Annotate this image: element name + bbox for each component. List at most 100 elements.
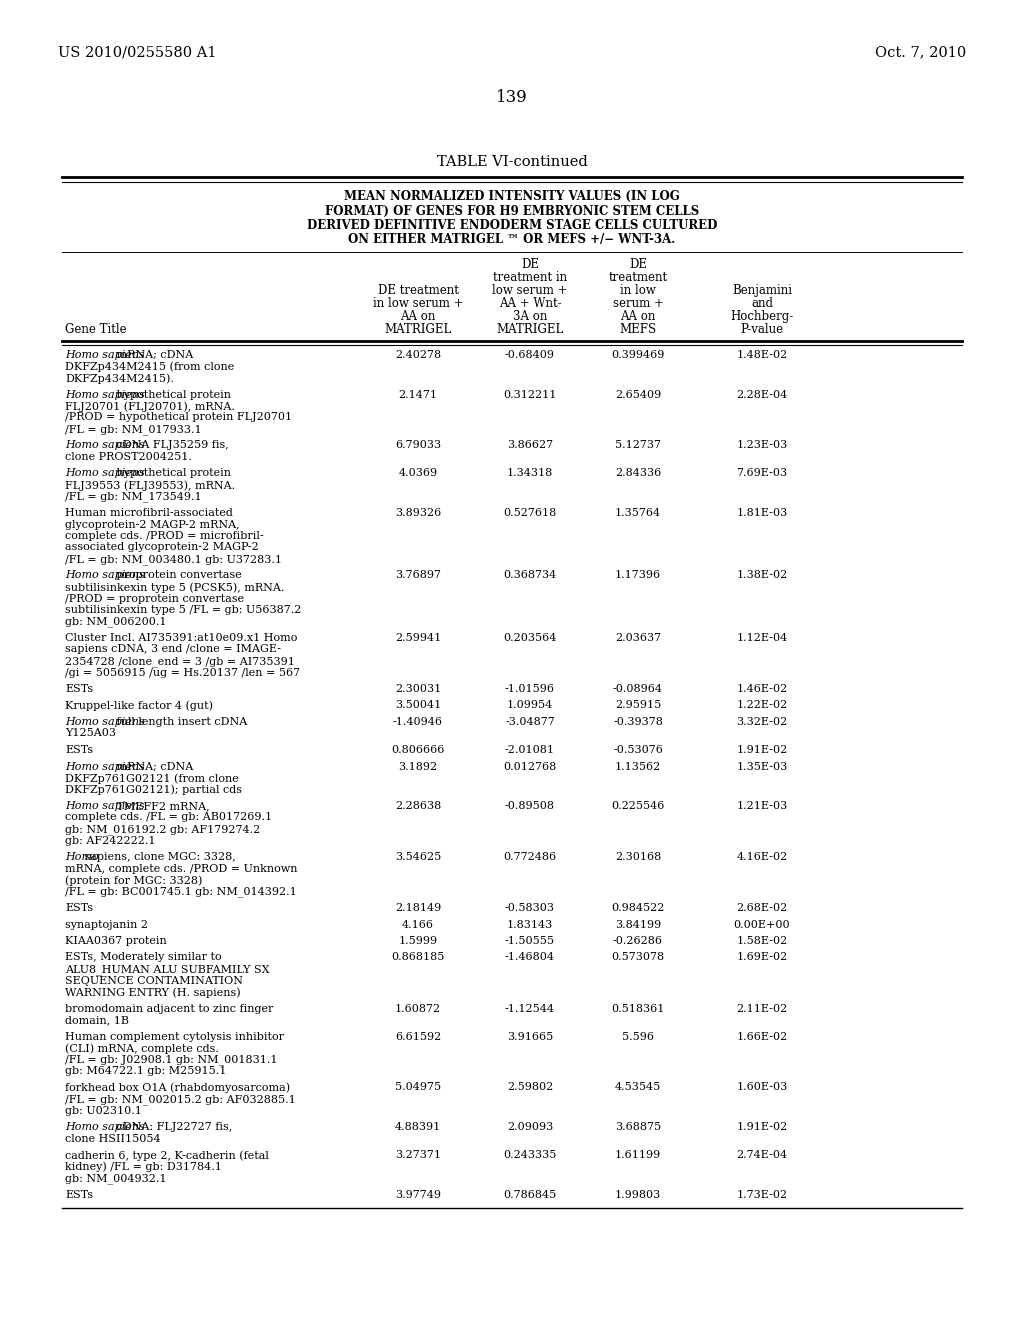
Text: 2.40278: 2.40278 — [395, 350, 441, 360]
Text: DKFZp434M2415 (from clone: DKFZp434M2415 (from clone — [65, 362, 234, 372]
Text: 0.203564: 0.203564 — [504, 634, 557, 643]
Text: 1.38E-02: 1.38E-02 — [736, 570, 787, 581]
Text: 3.76897: 3.76897 — [395, 570, 441, 581]
Text: synaptojanin 2: synaptojanin 2 — [65, 920, 148, 929]
Text: gb: NM_016192.2 gb: AF179274.2: gb: NM_016192.2 gb: AF179274.2 — [65, 824, 260, 834]
Text: 1.34318: 1.34318 — [507, 469, 553, 479]
Text: 2.30168: 2.30168 — [614, 851, 662, 862]
Text: DE: DE — [521, 257, 539, 271]
Text: 139: 139 — [496, 90, 528, 107]
Text: mRNA, complete cds. /PROD = Unknown: mRNA, complete cds. /PROD = Unknown — [65, 863, 298, 874]
Text: treatment: treatment — [608, 271, 668, 284]
Text: 0.012768: 0.012768 — [504, 762, 557, 771]
Text: 1.12E-04: 1.12E-04 — [736, 634, 787, 643]
Text: /PROD = proprotein convertase: /PROD = proprotein convertase — [65, 594, 244, 603]
Text: 1.83143: 1.83143 — [507, 920, 553, 929]
Text: sapiens cDNA, 3 end /clone = IMAGE-: sapiens cDNA, 3 end /clone = IMAGE- — [65, 644, 281, 655]
Text: -1.12544: -1.12544 — [505, 1003, 555, 1014]
Text: Human complement cytolysis inhibitor: Human complement cytolysis inhibitor — [65, 1031, 284, 1041]
Text: 3.68875: 3.68875 — [615, 1122, 662, 1133]
Text: 3A on: 3A on — [513, 310, 547, 323]
Text: 1.23E-03: 1.23E-03 — [736, 441, 787, 450]
Text: bromodomain adjacent to zinc finger: bromodomain adjacent to zinc finger — [65, 1003, 273, 1014]
Text: 3.1892: 3.1892 — [398, 762, 437, 771]
Text: 3.91665: 3.91665 — [507, 1031, 553, 1041]
Text: cDNA: FLJ22727 fis,: cDNA: FLJ22727 fis, — [114, 1122, 232, 1133]
Text: TMEFF2 mRNA,: TMEFF2 mRNA, — [114, 801, 210, 810]
Text: SEQUENCE CONTAMINATION: SEQUENCE CONTAMINATION — [65, 975, 243, 986]
Text: mRNA; cDNA: mRNA; cDNA — [114, 350, 194, 360]
Text: 0.518361: 0.518361 — [611, 1003, 665, 1014]
Text: 2.03637: 2.03637 — [615, 634, 662, 643]
Text: /FL = gb: NM_017933.1: /FL = gb: NM_017933.1 — [65, 424, 202, 434]
Text: hypothetical protein: hypothetical protein — [114, 469, 231, 479]
Text: Homo sapiens: Homo sapiens — [65, 1122, 144, 1133]
Text: 0.984522: 0.984522 — [611, 903, 665, 913]
Text: 1.35764: 1.35764 — [615, 508, 662, 517]
Text: clone PROST2004251.: clone PROST2004251. — [65, 451, 191, 462]
Text: Homo sapiens: Homo sapiens — [65, 350, 144, 360]
Text: P-value: P-value — [740, 323, 783, 337]
Text: -1.46804: -1.46804 — [505, 953, 555, 962]
Text: 1.17396: 1.17396 — [615, 570, 662, 581]
Text: 2.18149: 2.18149 — [395, 903, 441, 913]
Text: 1.09954: 1.09954 — [507, 701, 553, 710]
Text: -0.89508: -0.89508 — [505, 801, 555, 810]
Text: Homo: Homo — [65, 851, 98, 862]
Text: hypothetical protein: hypothetical protein — [114, 389, 231, 400]
Text: 3.84199: 3.84199 — [614, 920, 662, 929]
Text: 2.09093: 2.09093 — [507, 1122, 553, 1133]
Text: forkhead box O1A (rhabdomyosarcoma): forkhead box O1A (rhabdomyosarcoma) — [65, 1082, 290, 1093]
Text: FLJ20701 (FLJ20701), mRNA.: FLJ20701 (FLJ20701), mRNA. — [65, 401, 234, 412]
Text: 3.50041: 3.50041 — [395, 701, 441, 710]
Text: cadherin 6, type 2, K-cadherin (fetal: cadherin 6, type 2, K-cadherin (fetal — [65, 1150, 269, 1160]
Text: subtilisinkexin type 5 /FL = gb: U56387.2: subtilisinkexin type 5 /FL = gb: U56387.… — [65, 605, 301, 615]
Text: Kruppel-like factor 4 (gut): Kruppel-like factor 4 (gut) — [65, 701, 213, 711]
Text: 5.04975: 5.04975 — [395, 1082, 441, 1093]
Text: FLJ39553 (FLJ39553), mRNA.: FLJ39553 (FLJ39553), mRNA. — [65, 480, 236, 491]
Text: 2.28638: 2.28638 — [395, 801, 441, 810]
Text: Homo sapiens: Homo sapiens — [65, 570, 144, 581]
Text: Gene Title: Gene Title — [65, 323, 127, 337]
Text: 2354728 /clone_end = 3 /gb = AI735391: 2354728 /clone_end = 3 /gb = AI735391 — [65, 656, 295, 667]
Text: MEAN NORMALIZED INTENSITY VALUES (IN LOG: MEAN NORMALIZED INTENSITY VALUES (IN LOG — [344, 190, 680, 203]
Text: /FL = gb: NM_003480.1 gb: U37283.1: /FL = gb: NM_003480.1 gb: U37283.1 — [65, 554, 282, 565]
Text: 0.312211: 0.312211 — [504, 389, 557, 400]
Text: proprotein convertase: proprotein convertase — [114, 570, 243, 581]
Text: serum +: serum + — [612, 297, 664, 310]
Text: 1.60E-03: 1.60E-03 — [736, 1082, 787, 1093]
Text: WARNING ENTRY (H. sapiens): WARNING ENTRY (H. sapiens) — [65, 987, 241, 998]
Text: mRNA; cDNA: mRNA; cDNA — [114, 762, 194, 771]
Text: (CLI) mRNA, complete cds.: (CLI) mRNA, complete cds. — [65, 1043, 219, 1053]
Text: 0.573078: 0.573078 — [611, 953, 665, 962]
Text: 0.00E+00: 0.00E+00 — [733, 920, 791, 929]
Text: 1.69E-02: 1.69E-02 — [736, 953, 787, 962]
Text: complete cds. /FL = gb: AB017269.1: complete cds. /FL = gb: AB017269.1 — [65, 813, 272, 822]
Text: /PROD = hypothetical protein FLJ20701: /PROD = hypothetical protein FLJ20701 — [65, 412, 292, 422]
Text: gb: M64722.1 gb: M25915.1: gb: M64722.1 gb: M25915.1 — [65, 1067, 226, 1076]
Text: 0.225546: 0.225546 — [611, 801, 665, 810]
Text: 5.596: 5.596 — [622, 1031, 654, 1041]
Text: and: and — [751, 297, 773, 310]
Text: DKFZp761G02121 (from clone: DKFZp761G02121 (from clone — [65, 774, 239, 784]
Text: ESTs, Moderately similar to: ESTs, Moderately similar to — [65, 953, 221, 962]
Text: MATRIGEL: MATRIGEL — [497, 323, 563, 337]
Text: ESTs: ESTs — [65, 684, 93, 694]
Text: 2.11E-02: 2.11E-02 — [736, 1003, 787, 1014]
Text: 3.97749: 3.97749 — [395, 1189, 441, 1200]
Text: Hochberg-: Hochberg- — [730, 310, 794, 323]
Text: kidney) /FL = gb: D31784.1: kidney) /FL = gb: D31784.1 — [65, 1162, 222, 1172]
Text: /gi = 5056915 /ug = Hs.20137 /len = 567: /gi = 5056915 /ug = Hs.20137 /len = 567 — [65, 668, 300, 677]
Text: -0.08964: -0.08964 — [613, 684, 663, 694]
Text: Homo sapiens: Homo sapiens — [65, 469, 144, 479]
Text: 2.68E-02: 2.68E-02 — [736, 903, 787, 913]
Text: 4.88391: 4.88391 — [395, 1122, 441, 1133]
Text: Human microfibril-associated: Human microfibril-associated — [65, 508, 232, 517]
Text: 0.399469: 0.399469 — [611, 350, 665, 360]
Text: gb: U02310.1: gb: U02310.1 — [65, 1106, 142, 1115]
Text: -1.50555: -1.50555 — [505, 936, 555, 946]
Text: DKFZp761G02121); partial cds: DKFZp761G02121); partial cds — [65, 784, 242, 795]
Text: 1.81E-03: 1.81E-03 — [736, 508, 787, 517]
Text: 0.243335: 0.243335 — [504, 1150, 557, 1160]
Text: Homo sapiens: Homo sapiens — [65, 717, 144, 727]
